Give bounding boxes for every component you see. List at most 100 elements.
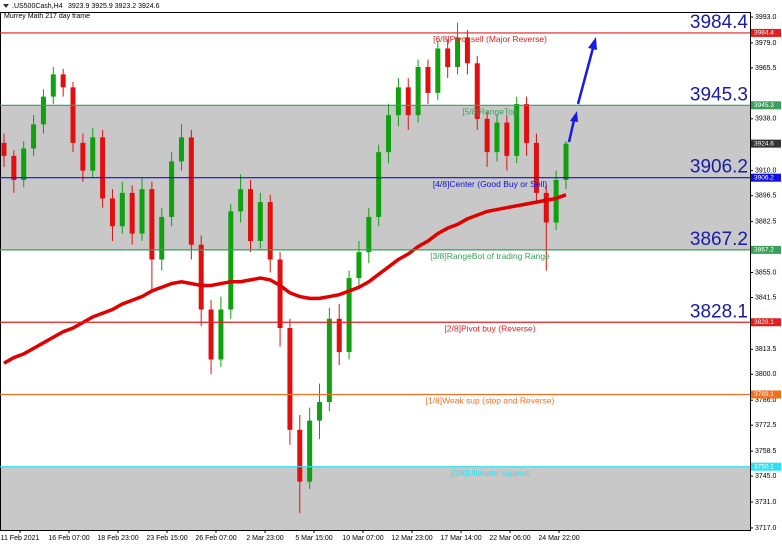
y-tick-label: 3786.0 (755, 397, 777, 404)
candle-body (208, 309, 214, 360)
candle-body (376, 152, 382, 217)
candle-body (109, 198, 115, 227)
candle-body (445, 48, 451, 67)
level-box-label: 3867.2 (754, 247, 774, 254)
candle-body (21, 148, 27, 180)
x-tick-label: 16 Feb 07:00 (48, 535, 89, 542)
candle-body (198, 244, 204, 310)
level-box (751, 28, 781, 37)
y-tick-label: 3731.0 (755, 499, 777, 506)
level-price: 3867.2 (690, 229, 748, 250)
y-tick-label: 3745.0 (755, 473, 777, 480)
candle-body (277, 259, 283, 329)
candle-body (435, 48, 441, 93)
support-shade (0, 466, 750, 530)
candle-body (346, 278, 352, 353)
y-tick-label: 3965.5 (755, 65, 777, 72)
level-label: [5/8]RangeTop (462, 107, 518, 117)
level-box-label: 3828.1 (754, 319, 774, 326)
level-box-label: 3750.1 (754, 463, 774, 470)
candle-body (169, 161, 175, 217)
candle-body (425, 66, 431, 93)
x-tick-label: 5 Mar 15:00 (295, 535, 332, 542)
candle-body (247, 189, 253, 242)
candle-body (386, 115, 392, 153)
x-tick-label: 18 Feb 23:00 (97, 535, 138, 542)
level-price: 3945.3 (690, 84, 748, 105)
y-tick-label: 3979.0 (755, 40, 777, 47)
candle-body (494, 122, 500, 153)
candle-body (474, 63, 480, 119)
level-box (751, 390, 781, 399)
candle-body (257, 202, 263, 242)
level-label: [4/8]Center (Good Buy or Sell) (433, 179, 548, 189)
candle-body (139, 189, 145, 234)
level-label: [2/8]Pivot buy (Reverse) (444, 324, 535, 334)
y-tick-label: 3841.5 (755, 294, 777, 301)
x-tick-label: 10 Mar 07:00 (342, 535, 383, 542)
candle-body (80, 142, 86, 171)
y-tick-label: 3896.5 (755, 192, 777, 199)
candle-body (238, 189, 244, 212)
candle-body (524, 104, 530, 143)
candle-body (70, 87, 76, 143)
price-box (751, 139, 781, 148)
candle-body (356, 252, 362, 279)
candle-body (287, 328, 293, 430)
candle-body (484, 118, 490, 153)
level-price: 3906.2 (690, 157, 748, 178)
candle-body (60, 74, 66, 88)
y-tick-label: 3800.0 (755, 371, 777, 378)
level-price: 3984.4 (690, 12, 749, 33)
candle-body (533, 142, 539, 193)
candle-body (90, 137, 96, 171)
y-tick-label: 3910.0 (755, 168, 777, 175)
y-tick-label: 3882.5 (755, 218, 777, 225)
x-tick-label: 26 Feb 07:00 (195, 535, 236, 542)
candle-body (178, 137, 184, 162)
y-tick-label: 3993.0 (755, 14, 777, 21)
plot: 3993.0 3979.0 3965.5 3938.0 3910.0 3896.5 3882… (0, 12, 781, 542)
candle-body (11, 155, 17, 180)
candle-body (455, 37, 461, 67)
candle-body (543, 192, 549, 223)
candle-body (188, 137, 194, 245)
price-box-label: 3924.6 (754, 140, 774, 147)
x-tick-label: 12 Mar 23:00 (391, 535, 432, 542)
candle-body (326, 318, 332, 403)
candle-body (228, 211, 234, 310)
moving-average (3, 193, 567, 365)
candle-body (405, 87, 411, 116)
x-tick-label: 24 Mar 22:00 (538, 535, 579, 542)
candle-body (415, 66, 421, 116)
candle-body (100, 137, 106, 199)
x-tick-label: 17 Mar 14:00 (440, 535, 481, 542)
level-label: [6/8]Pivot sell (Major Reverse) (433, 34, 547, 44)
level-box (751, 101, 781, 110)
level-box (751, 318, 781, 327)
level-price: 3828.1 (690, 301, 748, 322)
level-box (751, 462, 781, 471)
candle-body (504, 122, 510, 156)
candle-body (514, 104, 520, 156)
symbol: .US500Cash,H4 (12, 3, 63, 10)
candle-body (129, 192, 135, 234)
candle-body (159, 216, 165, 260)
menu-icon (3, 4, 9, 8)
indicator-name: Murrey Math 217 day frame (4, 13, 90, 20)
candle-body (31, 124, 37, 149)
level-box-label: 3945.3 (754, 102, 774, 109)
candle-body (464, 37, 470, 64)
level-label: [1/8]Weak sup (stop and Reverse) (426, 396, 555, 406)
candle-body (267, 202, 273, 260)
ohlc-header: 3923.9 3925.9 3923.2 3924.6 (68, 3, 160, 10)
candle-body (149, 189, 155, 260)
y-tick-label: 3772.5 (755, 422, 777, 429)
y-tick-label: 3813.5 (755, 346, 777, 353)
y-tick-label: 3855.0 (755, 269, 777, 276)
x-tick-label: 11 Feb 2021 (1, 535, 40, 542)
x-tick-label: 22 Mar 06:00 (489, 535, 530, 542)
candle-body (366, 216, 372, 253)
candle-body (40, 96, 46, 125)
